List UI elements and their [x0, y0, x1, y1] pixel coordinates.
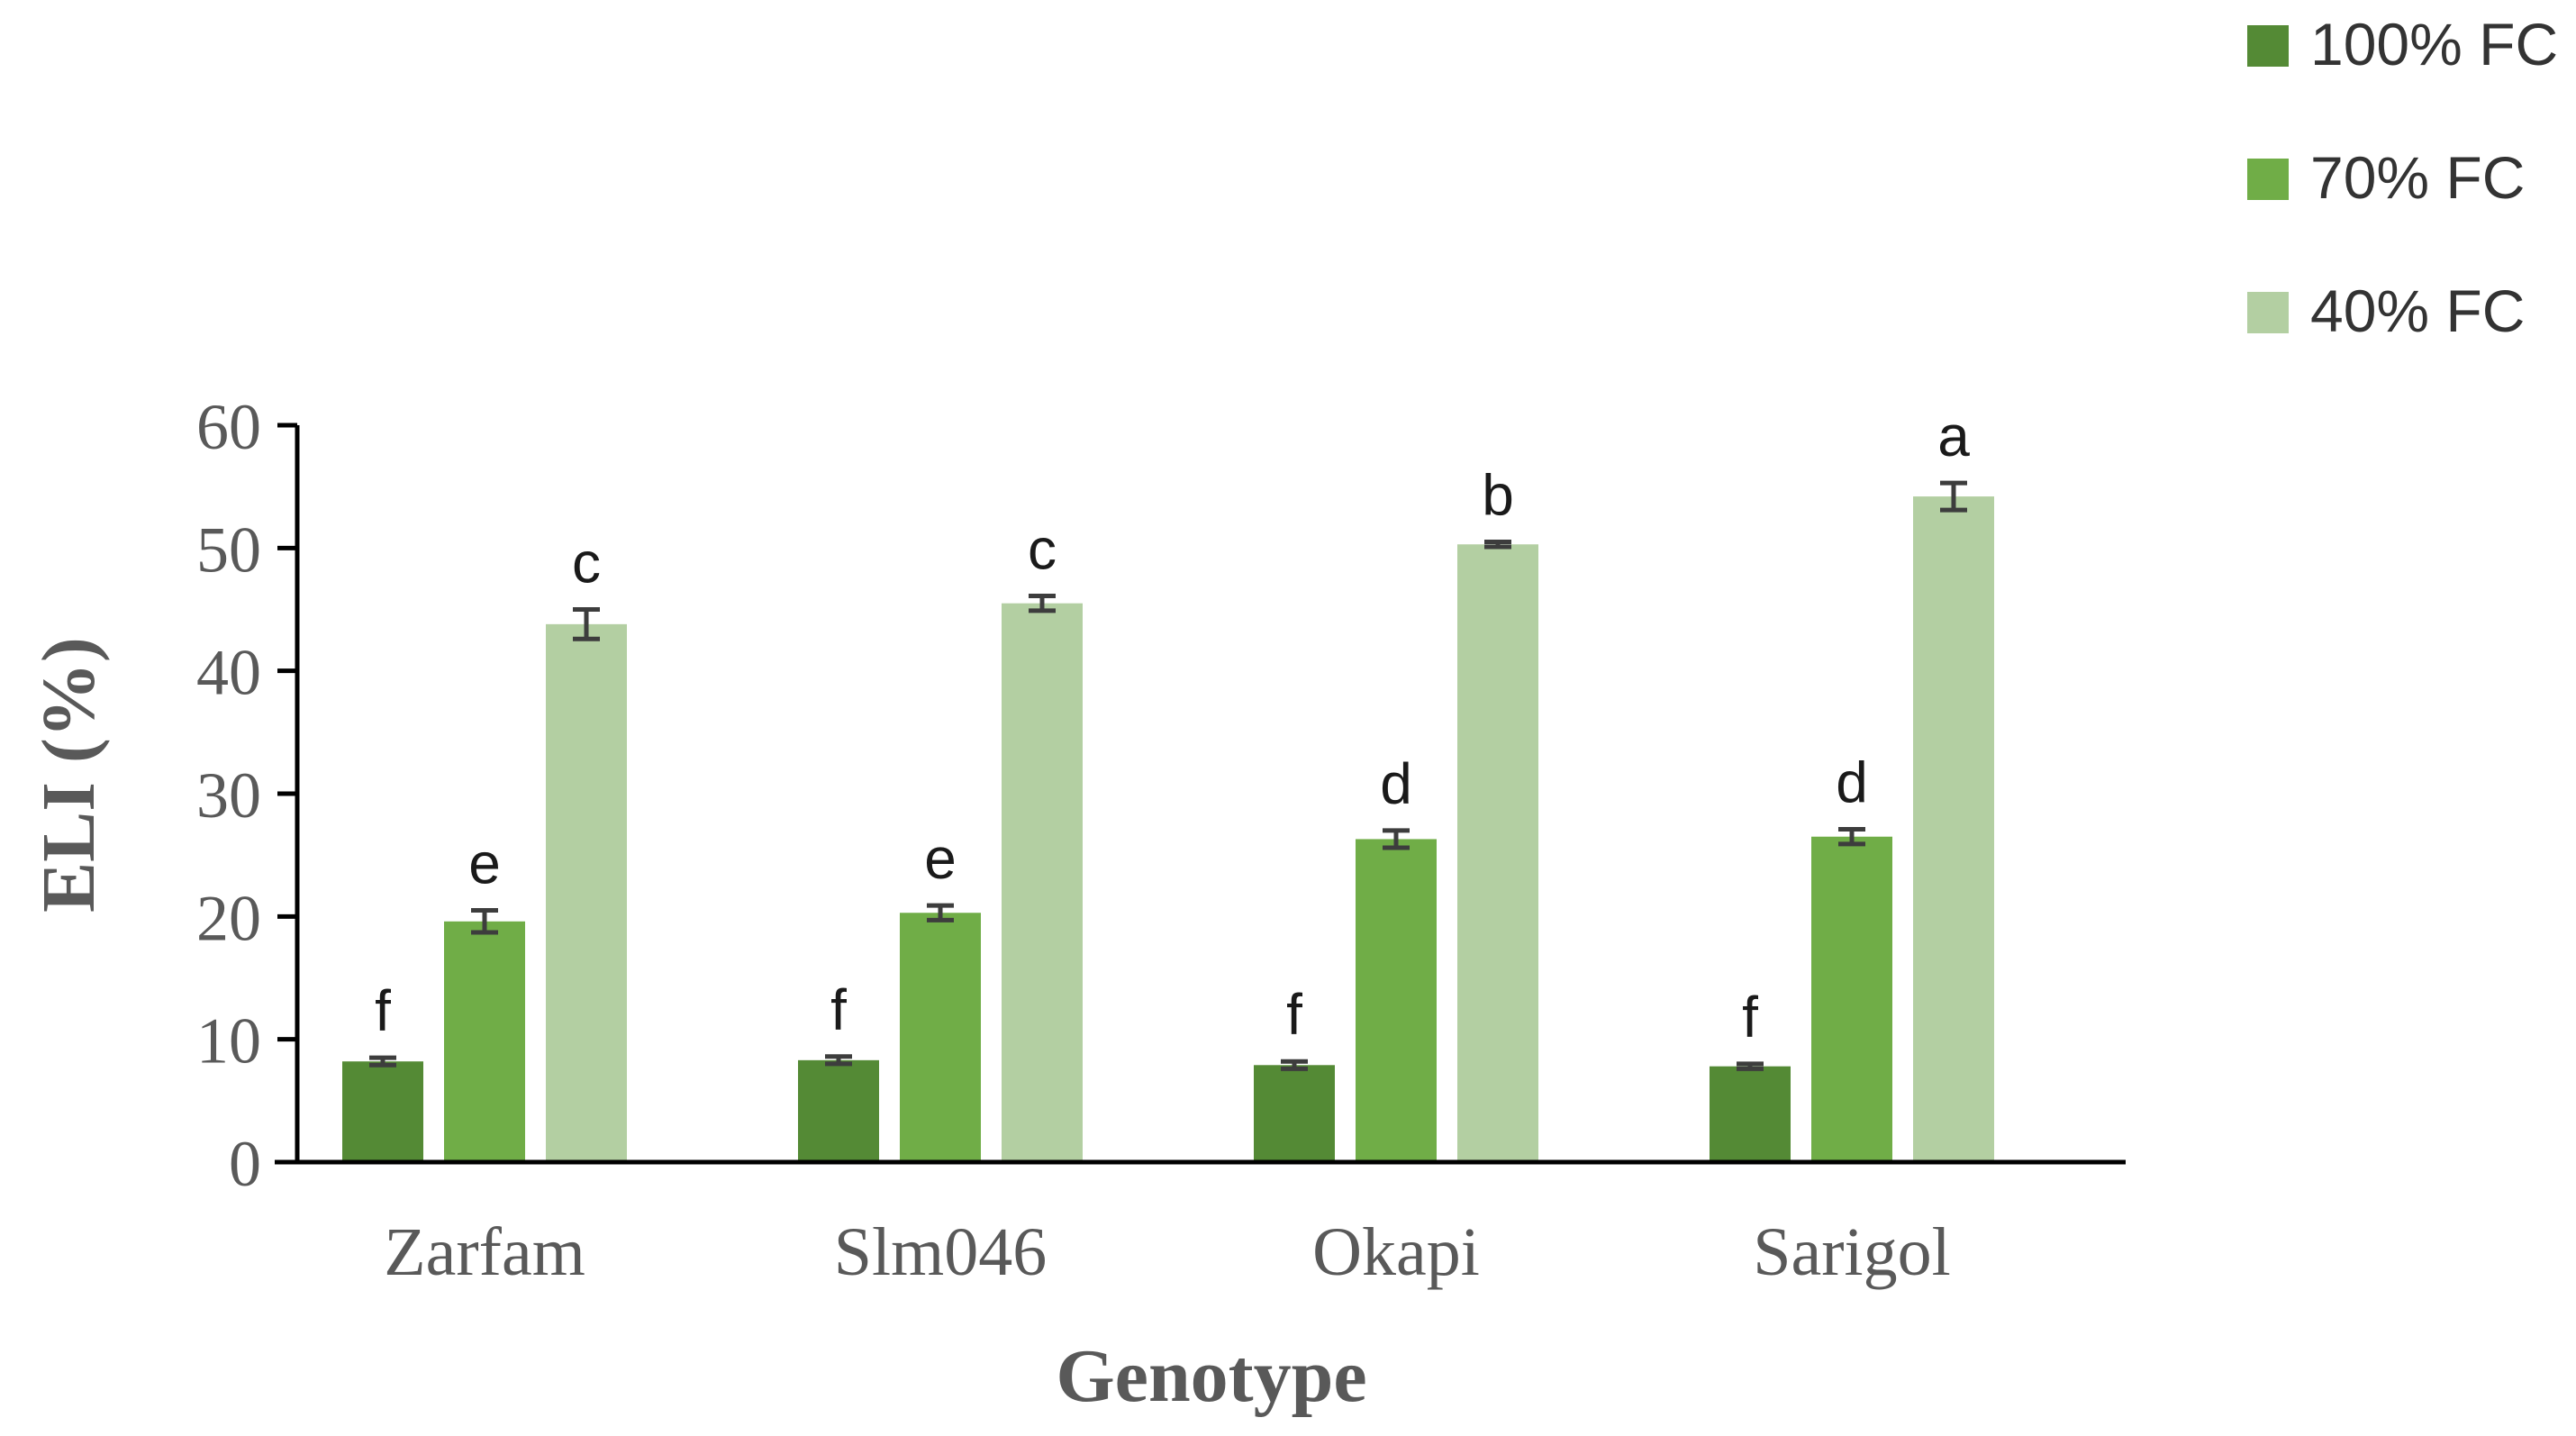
- significance-letter: d: [1380, 751, 1412, 816]
- error-bar: [927, 903, 954, 922]
- error-bar: [369, 1055, 396, 1068]
- significance-letter: e: [924, 826, 957, 891]
- bars-group: [342, 496, 1994, 1162]
- legend-label: 40% FC: [2310, 277, 2525, 344]
- bar-100fc-okapi: [1254, 1065, 1335, 1162]
- significance-letter: c: [572, 531, 601, 595]
- x-tick-label: Okapi: [1312, 1214, 1480, 1290]
- y-tick-label: 0: [229, 1128, 261, 1200]
- significance-letter: f: [1286, 982, 1302, 1047]
- bar-100fc-slm046: [798, 1059, 879, 1162]
- significance-letter: f: [1742, 985, 1758, 1050]
- error-bar: [1484, 540, 1511, 550]
- x-tick-label: Zarfam: [384, 1214, 585, 1290]
- significance-letter: e: [468, 832, 501, 896]
- legend-item: 40% FC: [2247, 277, 2525, 344]
- bar-40fc-okapi: [1457, 544, 1538, 1162]
- y-ticks-group: 0 10 20 30 40 50 60: [196, 391, 297, 1200]
- legend-item: 100% FC: [2247, 11, 2558, 77]
- significance-letter: c: [1028, 517, 1057, 582]
- x-tick-label: Sarigol: [1753, 1214, 1951, 1290]
- legend-item: 70% FC: [2247, 144, 2525, 211]
- bar-70fc-okapi: [1356, 839, 1437, 1162]
- error-bars-group: [369, 480, 1967, 1071]
- significance-letter: b: [1482, 463, 1514, 528]
- significance-letter: f: [375, 978, 391, 1043]
- x-tick-label: Slm046: [834, 1214, 1048, 1290]
- error-bar: [1940, 480, 1967, 513]
- y-tick-label: 30: [196, 759, 261, 832]
- error-bar: [573, 607, 600, 641]
- significance-letter: a: [1937, 404, 1970, 468]
- error-bar: [1838, 827, 1865, 847]
- x-axis-title: Genotype: [1056, 1334, 1366, 1418]
- legend-swatch: [2247, 292, 2289, 333]
- y-tick-label: 20: [196, 882, 261, 954]
- bar-70fc-slm046: [900, 913, 981, 1162]
- bar-100fc-zarfam: [342, 1061, 423, 1162]
- error-bar: [1281, 1059, 1308, 1071]
- y-tick-label: 60: [196, 391, 261, 463]
- bar-40fc-zarfam: [546, 623, 627, 1162]
- legend: 100% FC 70% FC 40% FC: [2247, 11, 2558, 344]
- error-bar: [1029, 594, 1056, 613]
- bar-40fc-sarigol: [1913, 496, 1994, 1162]
- y-axis-title: ELI (%): [27, 637, 111, 913]
- legend-label: 100% FC: [2310, 11, 2558, 77]
- error-bar: [471, 908, 498, 935]
- significance-letter: d: [1836, 750, 1868, 815]
- significance-letters-group: f f f f e e d d c c b a: [375, 404, 1970, 1050]
- y-tick-label: 10: [196, 1005, 261, 1077]
- bar-70fc-zarfam: [444, 921, 525, 1162]
- error-bar: [825, 1054, 852, 1067]
- bar-40fc-slm046: [1002, 603, 1083, 1162]
- error-bar: [1737, 1061, 1764, 1071]
- y-tick-label: 50: [196, 514, 261, 586]
- error-bar: [1383, 828, 1410, 850]
- legend-swatch: [2247, 25, 2289, 67]
- legend-label: 70% FC: [2310, 144, 2525, 211]
- y-tick-label: 40: [196, 637, 261, 709]
- bar-70fc-sarigol: [1811, 836, 1892, 1162]
- legend-swatch: [2247, 159, 2289, 200]
- bar-100fc-sarigol: [1710, 1066, 1791, 1162]
- significance-letter: f: [830, 977, 847, 1042]
- x-tick-labels-group: Zarfam Slm046 Okapi Sarigol: [384, 1214, 1951, 1290]
